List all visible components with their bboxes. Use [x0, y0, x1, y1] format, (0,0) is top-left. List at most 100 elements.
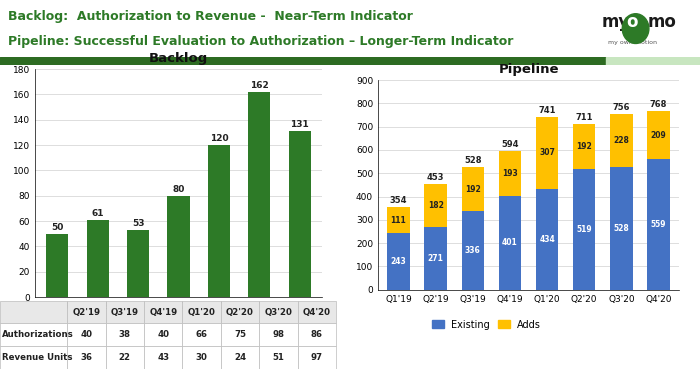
Bar: [0, 346, 67, 369]
Bar: [87, 220, 108, 297]
Text: 741: 741: [538, 106, 556, 115]
Text: 756: 756: [612, 103, 630, 112]
Text: 40: 40: [80, 330, 92, 339]
Bar: [67, 324, 106, 346]
Bar: [648, 159, 670, 290]
Bar: [0, 324, 67, 346]
Text: 271: 271: [428, 254, 444, 263]
Bar: [183, 346, 220, 369]
Bar: [288, 131, 311, 297]
Bar: [536, 189, 558, 290]
Text: 307: 307: [539, 148, 555, 157]
Text: 182: 182: [428, 201, 444, 210]
Text: 243: 243: [391, 257, 406, 266]
Text: 43: 43: [157, 353, 169, 362]
Bar: [536, 117, 558, 189]
Text: 209: 209: [651, 131, 666, 139]
Ellipse shape: [622, 14, 649, 44]
Text: 192: 192: [465, 184, 481, 194]
Bar: [424, 184, 447, 227]
Bar: [220, 346, 259, 369]
Text: Authorizations: Authorizations: [1, 330, 74, 339]
Text: 336: 336: [465, 246, 481, 255]
Bar: [183, 324, 220, 346]
Text: Pipeline: Successful Evaluation to Authorization – Longer-Term Indicator: Pipeline: Successful Evaluation to Autho…: [8, 35, 514, 48]
Bar: [298, 301, 336, 324]
Text: 80: 80: [172, 185, 185, 194]
Bar: [106, 346, 144, 369]
Title: Backlog: Backlog: [149, 52, 208, 65]
Text: my own motion: my own motion: [608, 40, 657, 45]
Text: 30: 30: [196, 353, 207, 362]
Text: 453: 453: [427, 173, 444, 182]
Bar: [259, 301, 298, 324]
Text: 594: 594: [501, 141, 519, 149]
Text: 162: 162: [250, 81, 269, 90]
Bar: [106, 301, 144, 324]
Bar: [648, 111, 670, 159]
Bar: [610, 167, 633, 290]
Bar: [610, 114, 633, 167]
Text: 528: 528: [464, 156, 482, 165]
Text: Q1'20: Q1'20: [188, 308, 216, 317]
Bar: [499, 151, 521, 196]
Title: Pipeline: Pipeline: [498, 63, 559, 76]
Bar: [248, 92, 270, 297]
Text: 38: 38: [119, 330, 131, 339]
Text: 711: 711: [575, 113, 593, 122]
Text: 131: 131: [290, 120, 309, 129]
Bar: [144, 346, 183, 369]
Bar: [298, 346, 336, 369]
Text: 768: 768: [650, 100, 667, 109]
Text: 228: 228: [613, 136, 629, 145]
Text: 66: 66: [195, 330, 208, 339]
Bar: [220, 324, 259, 346]
Text: 40: 40: [158, 330, 169, 339]
Bar: [606, 57, 700, 65]
Text: Q3'20: Q3'20: [265, 308, 293, 317]
Text: 193: 193: [502, 169, 518, 178]
Bar: [573, 124, 596, 169]
Text: 401: 401: [502, 238, 518, 248]
Text: 519: 519: [576, 225, 592, 234]
Bar: [67, 301, 106, 324]
Text: 36: 36: [80, 353, 92, 362]
Text: Q3'19: Q3'19: [111, 308, 139, 317]
Text: Q2'20: Q2'20: [226, 308, 254, 317]
Text: 192: 192: [576, 142, 592, 151]
Bar: [499, 196, 521, 290]
Text: 528: 528: [613, 224, 629, 233]
Bar: [67, 346, 106, 369]
Bar: [298, 324, 336, 346]
Text: 53: 53: [132, 219, 144, 228]
Bar: [127, 230, 149, 297]
Text: 98: 98: [272, 330, 284, 339]
Text: 120: 120: [209, 134, 228, 143]
Bar: [461, 211, 484, 290]
Bar: [46, 234, 69, 297]
Text: Q4'20: Q4'20: [303, 308, 331, 317]
Text: Q2'19: Q2'19: [72, 308, 100, 317]
Bar: [220, 301, 259, 324]
Bar: [424, 227, 447, 290]
Bar: [461, 167, 484, 211]
Bar: [573, 169, 596, 290]
Text: my: my: [602, 13, 630, 31]
Bar: [0, 57, 606, 65]
Text: Q4'19: Q4'19: [149, 308, 177, 317]
Bar: [387, 233, 409, 290]
Text: 24: 24: [234, 353, 246, 362]
Text: 75: 75: [234, 330, 246, 339]
Text: Backlog:  Authorization to Revenue -  Near-Term Indicator: Backlog: Authorization to Revenue - Near…: [8, 10, 413, 23]
Bar: [183, 301, 220, 324]
Bar: [144, 301, 183, 324]
Text: 559: 559: [651, 220, 666, 229]
Text: 51: 51: [272, 353, 284, 362]
Text: 434: 434: [539, 235, 555, 244]
Bar: [144, 324, 183, 346]
Text: 22: 22: [119, 353, 131, 362]
Legend: Existing, Adds: Existing, Adds: [428, 316, 545, 334]
Bar: [259, 346, 298, 369]
Text: 86: 86: [311, 330, 323, 339]
Text: mo: mo: [648, 13, 676, 31]
